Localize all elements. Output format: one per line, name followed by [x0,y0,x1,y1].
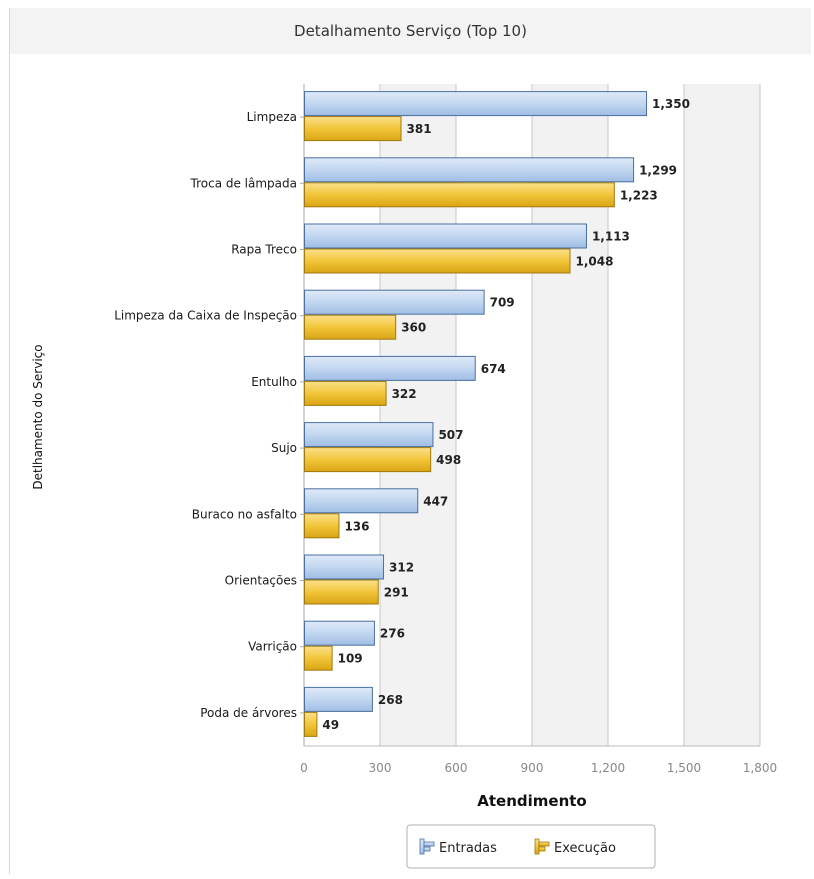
x-axis-title: Atendimento [477,792,586,810]
bar-entradas [304,157,635,183]
category-label: Buraco no asfalto [192,507,297,521]
bar-entradas [304,686,373,712]
bar-execucao [304,314,397,340]
legend-box [406,824,656,869]
x-tick-label: 1,500 [667,761,701,775]
x-tick-label: 1,200 [591,761,625,775]
x-tick-label: 0 [300,761,308,775]
bar-entradas [304,422,434,448]
x-tick-label: 300 [369,761,392,775]
bar-execucao [304,380,387,406]
legend-icon-bar [423,841,435,847]
data-label-entradas: 312 [389,561,414,575]
data-label-entradas: 1,350 [652,97,690,111]
legend-label-execucao: Execução [554,841,616,856]
data-label-execucao: 1,223 [620,188,658,202]
legend: Entradas Execução [406,824,656,869]
y-axis-title: Detlhamento do Serviço [31,344,45,489]
category-label: Limpeza [247,110,297,124]
labels: 0 300 600 900 1,200 1,500 1,800 Atendimento Detl… [31,97,777,810]
bar-execucao [304,711,318,737]
x-tick-label: 1,800 [743,761,777,775]
legend-icon-bar [423,846,431,852]
data-label-execucao: 498 [436,453,461,467]
bars [304,91,647,737]
legend-icon-bar [419,838,425,855]
legend-icon-bar [538,841,550,847]
data-label-entradas: 447 [423,494,448,508]
bar-entradas [304,91,647,117]
legend-label-entradas: Entradas [439,841,497,856]
data-label-execucao: 49 [322,718,339,732]
legend-icon-entradas [419,838,435,855]
legend-icon-bar [534,838,540,855]
bar-execucao [304,182,615,208]
category-label: Limpeza da Caixa de Inspeção [114,309,297,323]
category-label: Poda de árvores [200,706,297,720]
data-label-entradas: 674 [481,362,506,376]
data-label-execucao: 291 [384,586,409,600]
data-label-entradas: 268 [378,693,403,707]
plot-band [608,84,684,746]
category-label: Orientações [225,574,297,588]
data-label-entradas: 709 [490,296,515,310]
bar-entradas [304,620,375,646]
data-label-entradas: 276 [380,627,405,641]
bar-entradas [304,488,419,514]
bar-execucao [304,645,333,671]
category-label: Entulho [251,375,297,389]
plot-band [684,84,760,746]
chart-header: Detalhamento Serviço (Top 10) [10,8,811,54]
bar-entradas [304,223,587,249]
bar-execucao [304,447,432,473]
bar-execucao [304,579,379,605]
data-label-entradas: 1,113 [592,230,630,244]
bar-entradas [304,554,385,580]
data-label-execucao: 381 [407,122,432,136]
category-label: Sujo [271,441,297,455]
data-label-execucao: 322 [392,387,417,401]
bar-execucao [304,248,571,274]
legend-icon-execucao [534,838,550,855]
data-label-execucao: 109 [338,652,363,666]
category-label: Varrição [248,640,297,654]
bar-execucao [304,513,340,539]
category-label: Rapa Treco [231,243,297,257]
category-label: Troca de lâmpada [190,176,297,190]
data-label-execucao: 136 [344,519,369,533]
data-label-entradas: 1,299 [639,163,677,177]
chart-title: Detalhamento Serviço (Top 10) [294,22,527,40]
x-tick-label: 900 [521,761,544,775]
bar-entradas [304,289,485,315]
data-label-execucao: 1,048 [575,255,613,269]
data-label-entradas: 507 [438,428,463,442]
bar-entradas [304,355,476,381]
data-label-execucao: 360 [401,321,426,335]
bar-execucao [304,116,402,142]
x-tick-label: 600 [445,761,468,775]
legend-icon-bar [538,846,546,852]
